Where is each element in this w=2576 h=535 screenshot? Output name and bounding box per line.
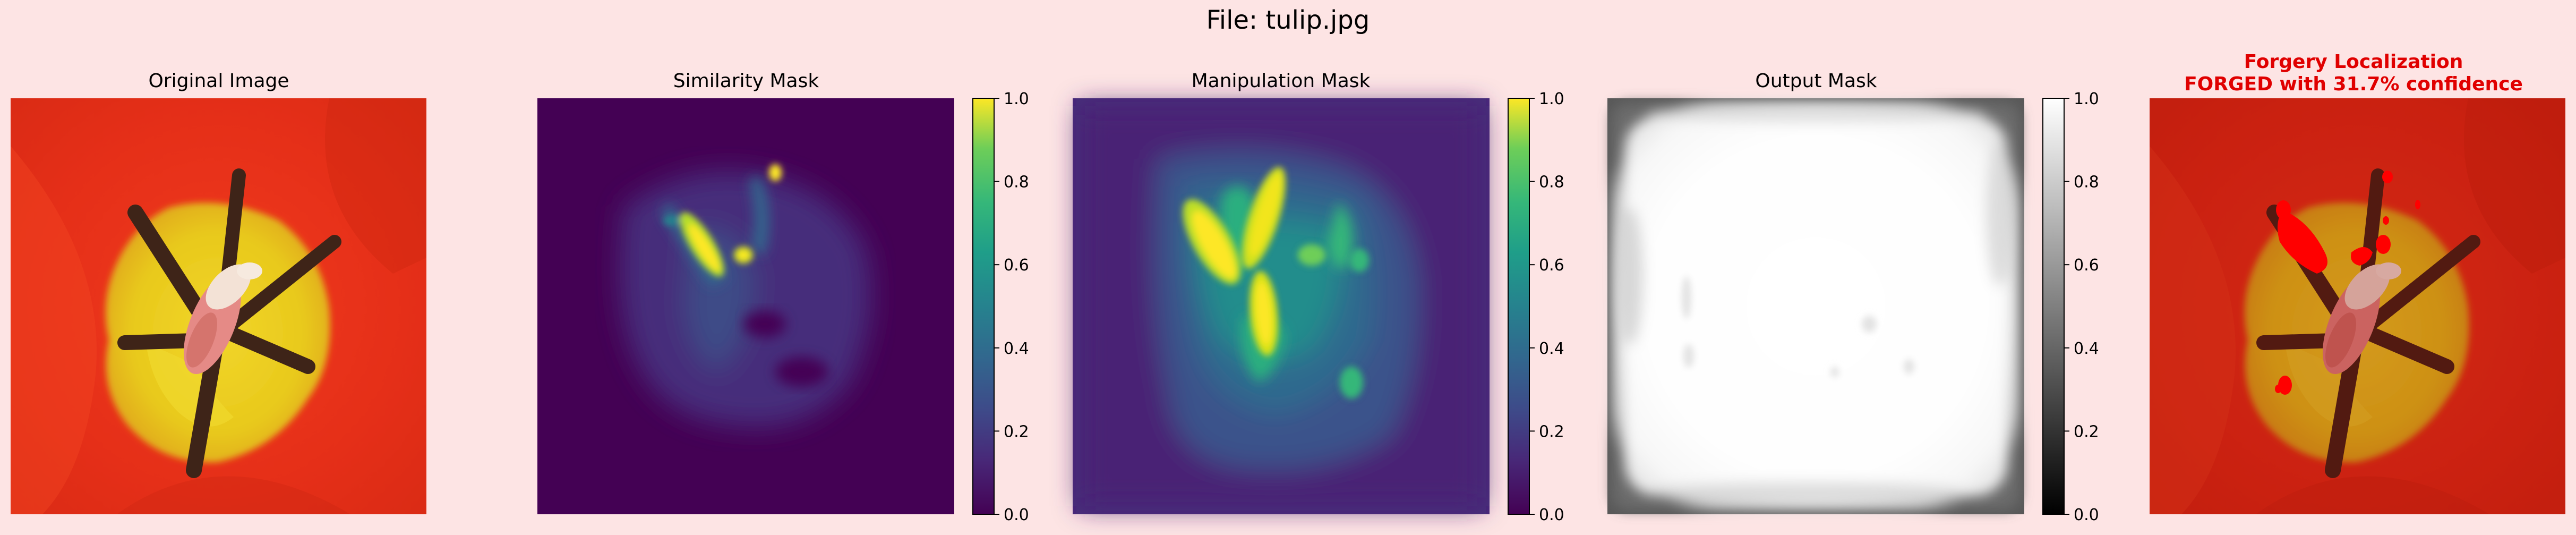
colorbar-tick-label: 1.0 [2074, 90, 2099, 108]
output-mask-image [1607, 98, 2024, 514]
colorbar-tick-label: 0.8 [1004, 173, 1029, 192]
panel-title-original: Original Image [148, 70, 289, 92]
colorbar-manipulation: 0.0 0.2 0.4 0.6 0.8 1.0 [1508, 90, 1564, 524]
colorbar-tick-label: 0.8 [1539, 173, 1564, 192]
figure-title: File: tulip.jpg [1206, 5, 1370, 35]
colorbar-tick-label: 0.6 [1004, 256, 1029, 275]
colorbar-tick-label: 0.4 [1004, 339, 1029, 358]
colorbar-similarity: 0.0 0.2 0.4 0.6 0.8 1.0 [972, 90, 1029, 524]
panel-title-output: Output Mask [1755, 70, 1877, 92]
similarity-mask-image [537, 98, 954, 514]
panel-title-localization: Forgery Localization FORGED with 31.7% c… [2115, 51, 2576, 96]
colorbar-tick-label: 0.2 [1539, 422, 1564, 441]
colorbar-tick-label: 0.0 [2074, 506, 2099, 524]
colorbar-output: 0.0 0.2 0.4 0.6 0.8 1.0 [2042, 90, 2099, 524]
colorbar-tick-label: 0.0 [1004, 506, 1029, 524]
colorbar-tick-label: 0.0 [1539, 506, 1564, 524]
forged-regions [2275, 171, 2420, 395]
colorbar-tick-label: 0.6 [1539, 256, 1564, 275]
colorbar-tick-label: 0.4 [2074, 339, 2099, 358]
colorbar-tick-label: 0.2 [1004, 422, 1029, 441]
colorbar-tick-label: 0.8 [2074, 173, 2099, 192]
manipulation-mask-image [1073, 98, 1490, 514]
colorbar-manipulation-ticks: 0.0 0.2 0.4 0.6 0.8 1.0 [1529, 90, 1564, 524]
colorbar-tick-label: 1.0 [1004, 90, 1029, 108]
panel-title-similarity: Similarity Mask [673, 70, 819, 92]
colorbar-output-ticks: 0.0 0.2 0.4 0.6 0.8 1.0 [2064, 90, 2099, 524]
localization-title-line2: FORGED with 31.7% confidence [2184, 73, 2523, 95]
localization-title-line1: Forgery Localization [2244, 51, 2463, 73]
colorbar-tick-label: 0.2 [2074, 422, 2099, 441]
colorbar-similarity-ticks: 0.0 0.2 0.4 0.6 0.8 1.0 [994, 90, 1029, 524]
panel-title-manipulation: Manipulation Mask [1191, 70, 1371, 92]
colorbar-tick-label: 0.6 [2074, 256, 2099, 275]
colorbar-tick-label: 1.0 [1539, 90, 1564, 108]
colorbar-tick-label: 0.4 [1539, 339, 1564, 358]
localization-image [2150, 98, 2565, 514]
original-image [11, 98, 426, 514]
